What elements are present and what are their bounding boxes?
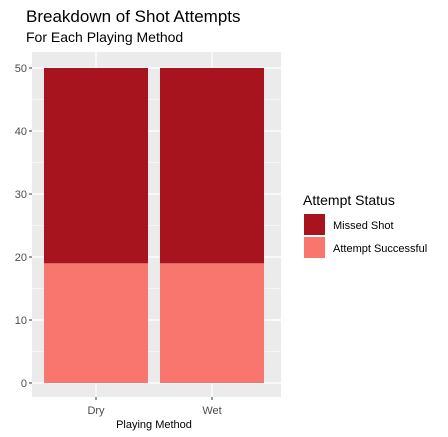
y-tick-label: 0 — [21, 378, 27, 390]
bar-segment — [160, 263, 264, 383]
legend-label: Missed Shot — [333, 220, 394, 232]
y-tick-label: 10 — [15, 315, 27, 327]
y-tick-label: 30 — [15, 189, 27, 201]
y-tick-label: 40 — [15, 126, 27, 138]
y-axis: 0 10 20 30 40 50 — [15, 63, 32, 390]
legend-swatch — [304, 214, 325, 235]
y-tick-label: 50 — [15, 63, 27, 75]
bar-segment — [44, 263, 148, 383]
bar-segment — [160, 68, 264, 264]
x-axis-title: Playing Method — [116, 419, 192, 431]
legend-swatch — [304, 237, 325, 258]
y-tick-label: 20 — [15, 252, 27, 264]
legend: Attempt Status Missed Shot Attempt Succes… — [303, 192, 427, 258]
chart-title: Breakdown of Shot Attempts — [26, 7, 241, 26]
bar-segment — [44, 68, 148, 264]
chart-subtitle: For Each Playing Method — [26, 29, 183, 45]
x-axis: Dry Wet — [87, 397, 222, 417]
x-tick-label: Wet — [202, 405, 221, 417]
x-tick-label: Dry — [87, 405, 105, 417]
legend-title: Attempt Status — [303, 192, 395, 208]
bars — [44, 68, 264, 383]
legend-label: Attempt Successful — [333, 243, 427, 255]
